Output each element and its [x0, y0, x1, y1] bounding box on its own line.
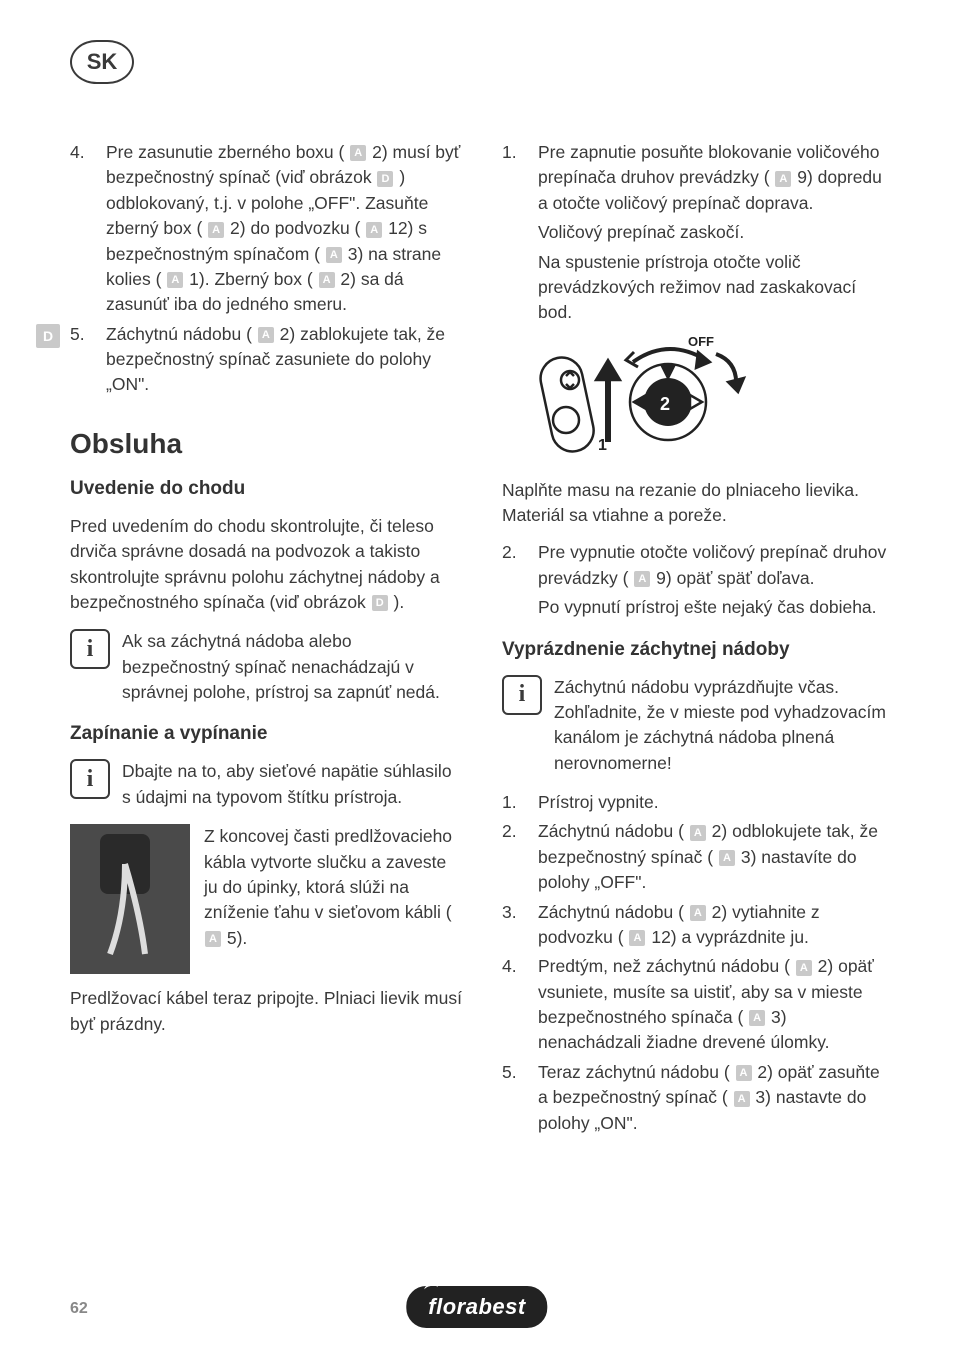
svg-text:OFF: OFF — [688, 334, 714, 349]
d-marker-icon: D — [36, 324, 60, 348]
list-number: 5. — [70, 322, 106, 398]
ref-icon: A — [319, 272, 335, 288]
photo-caption: Z koncovej časti predlžovacieho kábla vy… — [204, 824, 462, 951]
subsection-heading: Uvedenie do chodu — [70, 478, 462, 500]
ref-icon: A — [690, 825, 706, 841]
instruction-photo — [70, 824, 190, 974]
ref-icon: A — [736, 1065, 752, 1081]
ref-icon: A — [326, 247, 342, 263]
list-number: 1. — [502, 790, 538, 815]
list-text: Záchytnú nádobu ( A 2) vytiahnite z podv… — [538, 900, 894, 951]
info-callout: i Záchytnú nádobu vyprázdňujte včas. Zoh… — [502, 675, 894, 777]
list-item-1: 1. Pre zapnutie posuňte blokovanie volič… — [502, 140, 894, 216]
ref-icon: D — [372, 595, 388, 611]
photo-text-row: Z koncovej časti predlžovacieho kábla vy… — [70, 824, 462, 974]
page-number: 62 — [70, 1300, 88, 1318]
brand-logo: florabest — [406, 1286, 547, 1328]
list-item: 5. Teraz záchytnú nádobu ( A 2) opäť zas… — [502, 1060, 894, 1136]
info-icon: i — [70, 759, 110, 799]
info-callout: i Dbajte na to, aby sieťové napätie súhl… — [70, 759, 462, 810]
ref-icon: A — [719, 850, 735, 866]
list-number: 3. — [502, 900, 538, 951]
list-number: 4. — [70, 140, 106, 318]
info-icon: i — [502, 675, 542, 715]
list-continuation: Po vypnutí prístroj ešte nejaký čas dobi… — [538, 595, 894, 620]
ref-icon: A — [366, 222, 382, 238]
list-item-5-row: D 5. Záchytnú nádobu ( A 2) zablokujete … — [36, 322, 462, 402]
list-item-4: 4. Pre zasunutie zberného boxu ( A 2) mu… — [70, 140, 462, 318]
list-continuation: Na spustenie prístroja otočte volič prev… — [538, 250, 894, 326]
language-badge: SK — [70, 40, 134, 84]
ref-icon: A — [167, 272, 183, 288]
info-callout: i Ak sa záchytná nádoba alebo bezpečnost… — [70, 629, 462, 705]
ref-icon: A — [629, 930, 645, 946]
list-text: Pre vypnutie otočte voličový prepínač dr… — [538, 540, 894, 591]
subsection-heading: Vyprázdnenie záchytnej nádoby — [502, 639, 894, 661]
info-text: Ak sa záchytná nádoba alebo bezpečnostný… — [122, 629, 462, 705]
ref-icon: A — [208, 222, 224, 238]
list-text: Pre zasunutie zberného boxu ( A 2) musí … — [106, 140, 462, 318]
cable-loop-icon — [70, 824, 190, 974]
info-icon: i — [70, 629, 110, 669]
list-text: Prístroj vypnite. — [538, 790, 894, 815]
list-item: 4. Predtým, než záchytnú nádobu ( A 2) o… — [502, 954, 894, 1056]
right-column: 1. Pre zapnutie posuňte blokovanie volič… — [502, 140, 894, 1140]
ref-icon: A — [734, 1091, 750, 1107]
subsection-heading: Zapínanie a vypínanie — [70, 723, 462, 745]
list-number: 2. — [502, 819, 538, 895]
ref-icon: A — [350, 145, 366, 161]
list-number: 2. — [502, 540, 538, 591]
list-number: 5. — [502, 1060, 538, 1136]
list-number: 4. — [502, 954, 538, 1056]
ref-icon: A — [775, 171, 791, 187]
section-heading: Obsluha — [70, 428, 462, 460]
left-column: 4. Pre zasunutie zberného boxu ( A 2) mu… — [70, 140, 462, 1140]
paragraph: Naplňte masu na rezanie do plniaceho lie… — [502, 478, 894, 529]
list-item-2: 2. Pre vypnutie otočte voličový prepínač… — [502, 540, 894, 591]
info-text: Dbajte na to, aby sieťové napätie súhlas… — [122, 759, 462, 810]
ref-icon: A — [205, 931, 221, 947]
ref-icon: A — [258, 327, 274, 343]
list-continuation: Voličový prepínač zaskočí. — [538, 220, 894, 245]
svg-text:2: 2 — [660, 394, 670, 414]
ref-icon: A — [690, 905, 706, 921]
info-text: Záchytnú nádobu vyprázdňujte včas. Zohľa… — [554, 675, 894, 777]
list-item: 3. Záchytnú nádobu ( A 2) vytiahnite z p… — [502, 900, 894, 951]
paragraph: Pred uvedením do chodu skontrolujte, či … — [70, 514, 462, 616]
ref-icon: A — [796, 960, 812, 976]
switch-diagram: OFF 1 2 — [538, 332, 758, 462]
ref-icon: D — [377, 171, 393, 187]
list-text: Záchytnú nádobu ( A 2) zablokujete tak, … — [106, 322, 462, 398]
list-number: 1. — [502, 140, 538, 216]
list-item: 1. Prístroj vypnite. — [502, 790, 894, 815]
ref-icon: A — [749, 1010, 765, 1026]
paragraph: Predlžovací kábel teraz pripojte. Plniac… — [70, 986, 462, 1037]
list-text: Teraz záchytnú nádobu ( A 2) opäť zasuňt… — [538, 1060, 894, 1136]
list-text: Záchytnú nádobu ( A 2) odblokujete tak, … — [538, 819, 894, 895]
list-text: Pre zapnutie posuňte blokovanie voličové… — [538, 140, 894, 216]
two-column-layout: 4. Pre zasunutie zberného boxu ( A 2) mu… — [70, 140, 894, 1140]
list-text: Predtým, než záchytnú nádobu ( A 2) opäť… — [538, 954, 894, 1056]
ref-icon: A — [634, 571, 650, 587]
list-item: 2. Záchytnú nádobu ( A 2) odblokujete ta… — [502, 819, 894, 895]
svg-text:1: 1 — [598, 437, 607, 454]
